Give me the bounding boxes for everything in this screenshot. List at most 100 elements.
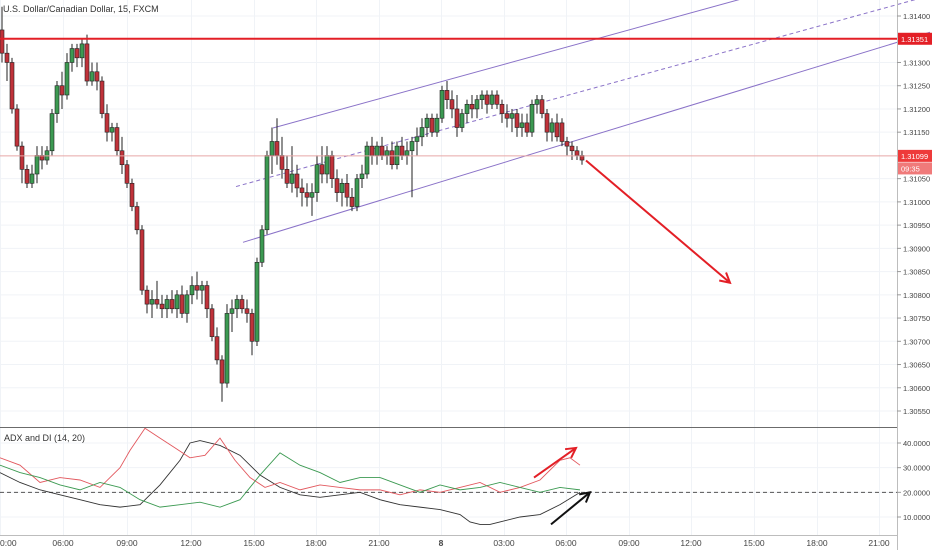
time-tick-label: 06:00 bbox=[555, 538, 577, 548]
bearish-candle bbox=[444, 81, 450, 109]
candle-body bbox=[124, 164, 130, 184]
bearish-candle bbox=[239, 294, 245, 314]
channel-median-line[interactable] bbox=[235, 0, 930, 188]
time-tick-label: 09:00 bbox=[116, 538, 138, 548]
di-up-arrow-head bbox=[564, 446, 578, 459]
annotation-arrows[interactable] bbox=[533, 159, 732, 526]
candle-body bbox=[464, 103, 470, 114]
candle-body bbox=[114, 127, 120, 152]
bullish-candle bbox=[364, 141, 370, 179]
time-tick-label: 21:00 bbox=[868, 538, 890, 548]
bearish-candle bbox=[4, 43, 10, 82]
candle-body bbox=[284, 169, 290, 184]
bearish-candle bbox=[139, 225, 145, 295]
candle-body bbox=[499, 103, 505, 114]
bearish-candle bbox=[134, 201, 140, 235]
candle-body bbox=[244, 308, 250, 314]
time-tick-label: 12:00 bbox=[180, 538, 202, 548]
adx-up-arrow[interactable] bbox=[550, 491, 592, 526]
candle-body bbox=[174, 294, 180, 310]
bearish-candle bbox=[344, 174, 350, 207]
candle-body bbox=[454, 108, 460, 128]
bearish-candle bbox=[84, 34, 90, 86]
candle-body bbox=[309, 192, 315, 198]
bullish-candle bbox=[464, 99, 470, 123]
countdown-price-text: 09:35 bbox=[901, 164, 920, 173]
adx-line bbox=[0, 440, 581, 525]
bearish-candle bbox=[454, 95, 460, 137]
price-tick-label: 1.30850 bbox=[903, 268, 930, 277]
bullish-candle bbox=[489, 90, 495, 109]
candle-body bbox=[384, 150, 390, 156]
bullish-candle bbox=[414, 127, 420, 156]
bullish-candle bbox=[529, 99, 535, 137]
price-tick-label: 1.31200 bbox=[903, 105, 930, 114]
candle-body bbox=[234, 299, 240, 310]
candle-body bbox=[279, 155, 285, 170]
candle-body bbox=[74, 48, 80, 59]
bullish-candle bbox=[424, 113, 430, 137]
price-tick-label: 1.30700 bbox=[903, 337, 930, 346]
candle-body bbox=[189, 285, 195, 296]
bearish-candle bbox=[159, 294, 165, 319]
bearish-candle bbox=[244, 299, 250, 323]
bullish-candle bbox=[549, 118, 555, 142]
channel-upper-line[interactable] bbox=[272, 0, 742, 129]
candle-body bbox=[509, 113, 515, 119]
bearish-candle bbox=[349, 187, 355, 212]
candle-body bbox=[574, 150, 580, 156]
candle-body bbox=[529, 103, 535, 133]
candle-body bbox=[474, 99, 480, 110]
candle-body bbox=[524, 122, 530, 133]
time-tick-label: 09:00 bbox=[618, 538, 640, 548]
bearish-candle bbox=[104, 104, 110, 142]
candle-body bbox=[429, 117, 435, 133]
candle-body bbox=[259, 229, 265, 263]
bearish-candle bbox=[249, 308, 255, 356]
di-up-arrow[interactable] bbox=[533, 446, 578, 479]
bearish-candle bbox=[59, 71, 65, 109]
bearish-candle bbox=[99, 76, 105, 119]
bullish-candle bbox=[354, 174, 360, 212]
indicator-axis[interactable]: 40.0000 30.0000 20.0000 10.0000 bbox=[897, 439, 930, 522]
time-tick-label: 15:00 bbox=[243, 538, 265, 548]
bearish-candle bbox=[524, 113, 530, 137]
bullish-candle bbox=[439, 85, 445, 123]
price-tick-label: 1.30900 bbox=[903, 244, 930, 253]
candle-body bbox=[94, 71, 100, 82]
bullish-candle bbox=[29, 164, 35, 188]
candle-body bbox=[84, 43, 90, 82]
candle-body bbox=[219, 359, 225, 384]
candle-body bbox=[79, 43, 85, 59]
bearish-candle bbox=[144, 285, 150, 314]
bearish-candle bbox=[544, 108, 550, 142]
indicator-tick-label: 40.0000 bbox=[903, 439, 930, 448]
candle-body bbox=[89, 71, 95, 82]
indicator-tick-label: 30.0000 bbox=[903, 464, 930, 473]
candle-body bbox=[104, 113, 110, 133]
projection-arrow[interactable] bbox=[585, 159, 732, 285]
bearish-candle bbox=[94, 62, 100, 91]
candle-body bbox=[519, 122, 525, 128]
bearish-candle bbox=[429, 113, 435, 137]
time-tick-label: 03:00 bbox=[493, 538, 515, 548]
candle-body bbox=[49, 113, 55, 152]
bullish-candle bbox=[49, 108, 55, 156]
symbol-title: U.S. Dollar/Canadian Dollar, 15, FXCM bbox=[3, 4, 159, 14]
candle-body bbox=[369, 145, 375, 156]
price-axis[interactable]: 1.31400 1.31300 1.31250 1.31200 1.31150 1.310… bbox=[897, 12, 930, 416]
candle-body bbox=[459, 113, 465, 128]
price-tick-label: 1.31250 bbox=[903, 82, 930, 91]
time-axis[interactable]: 0:00 06:00 09:00 12:00 15:00 18:00 21:00 8 03:00… bbox=[0, 538, 890, 548]
candle-body bbox=[554, 122, 560, 138]
indicator-lines bbox=[0, 427, 581, 525]
candle-body bbox=[364, 145, 370, 175]
candle-body bbox=[379, 145, 385, 156]
candle-body bbox=[64, 62, 70, 96]
candle-body bbox=[344, 182, 350, 198]
price-levels[interactable] bbox=[0, 37, 897, 157]
time-tick-label: 0:00 bbox=[0, 538, 17, 548]
candle-body bbox=[514, 113, 520, 128]
